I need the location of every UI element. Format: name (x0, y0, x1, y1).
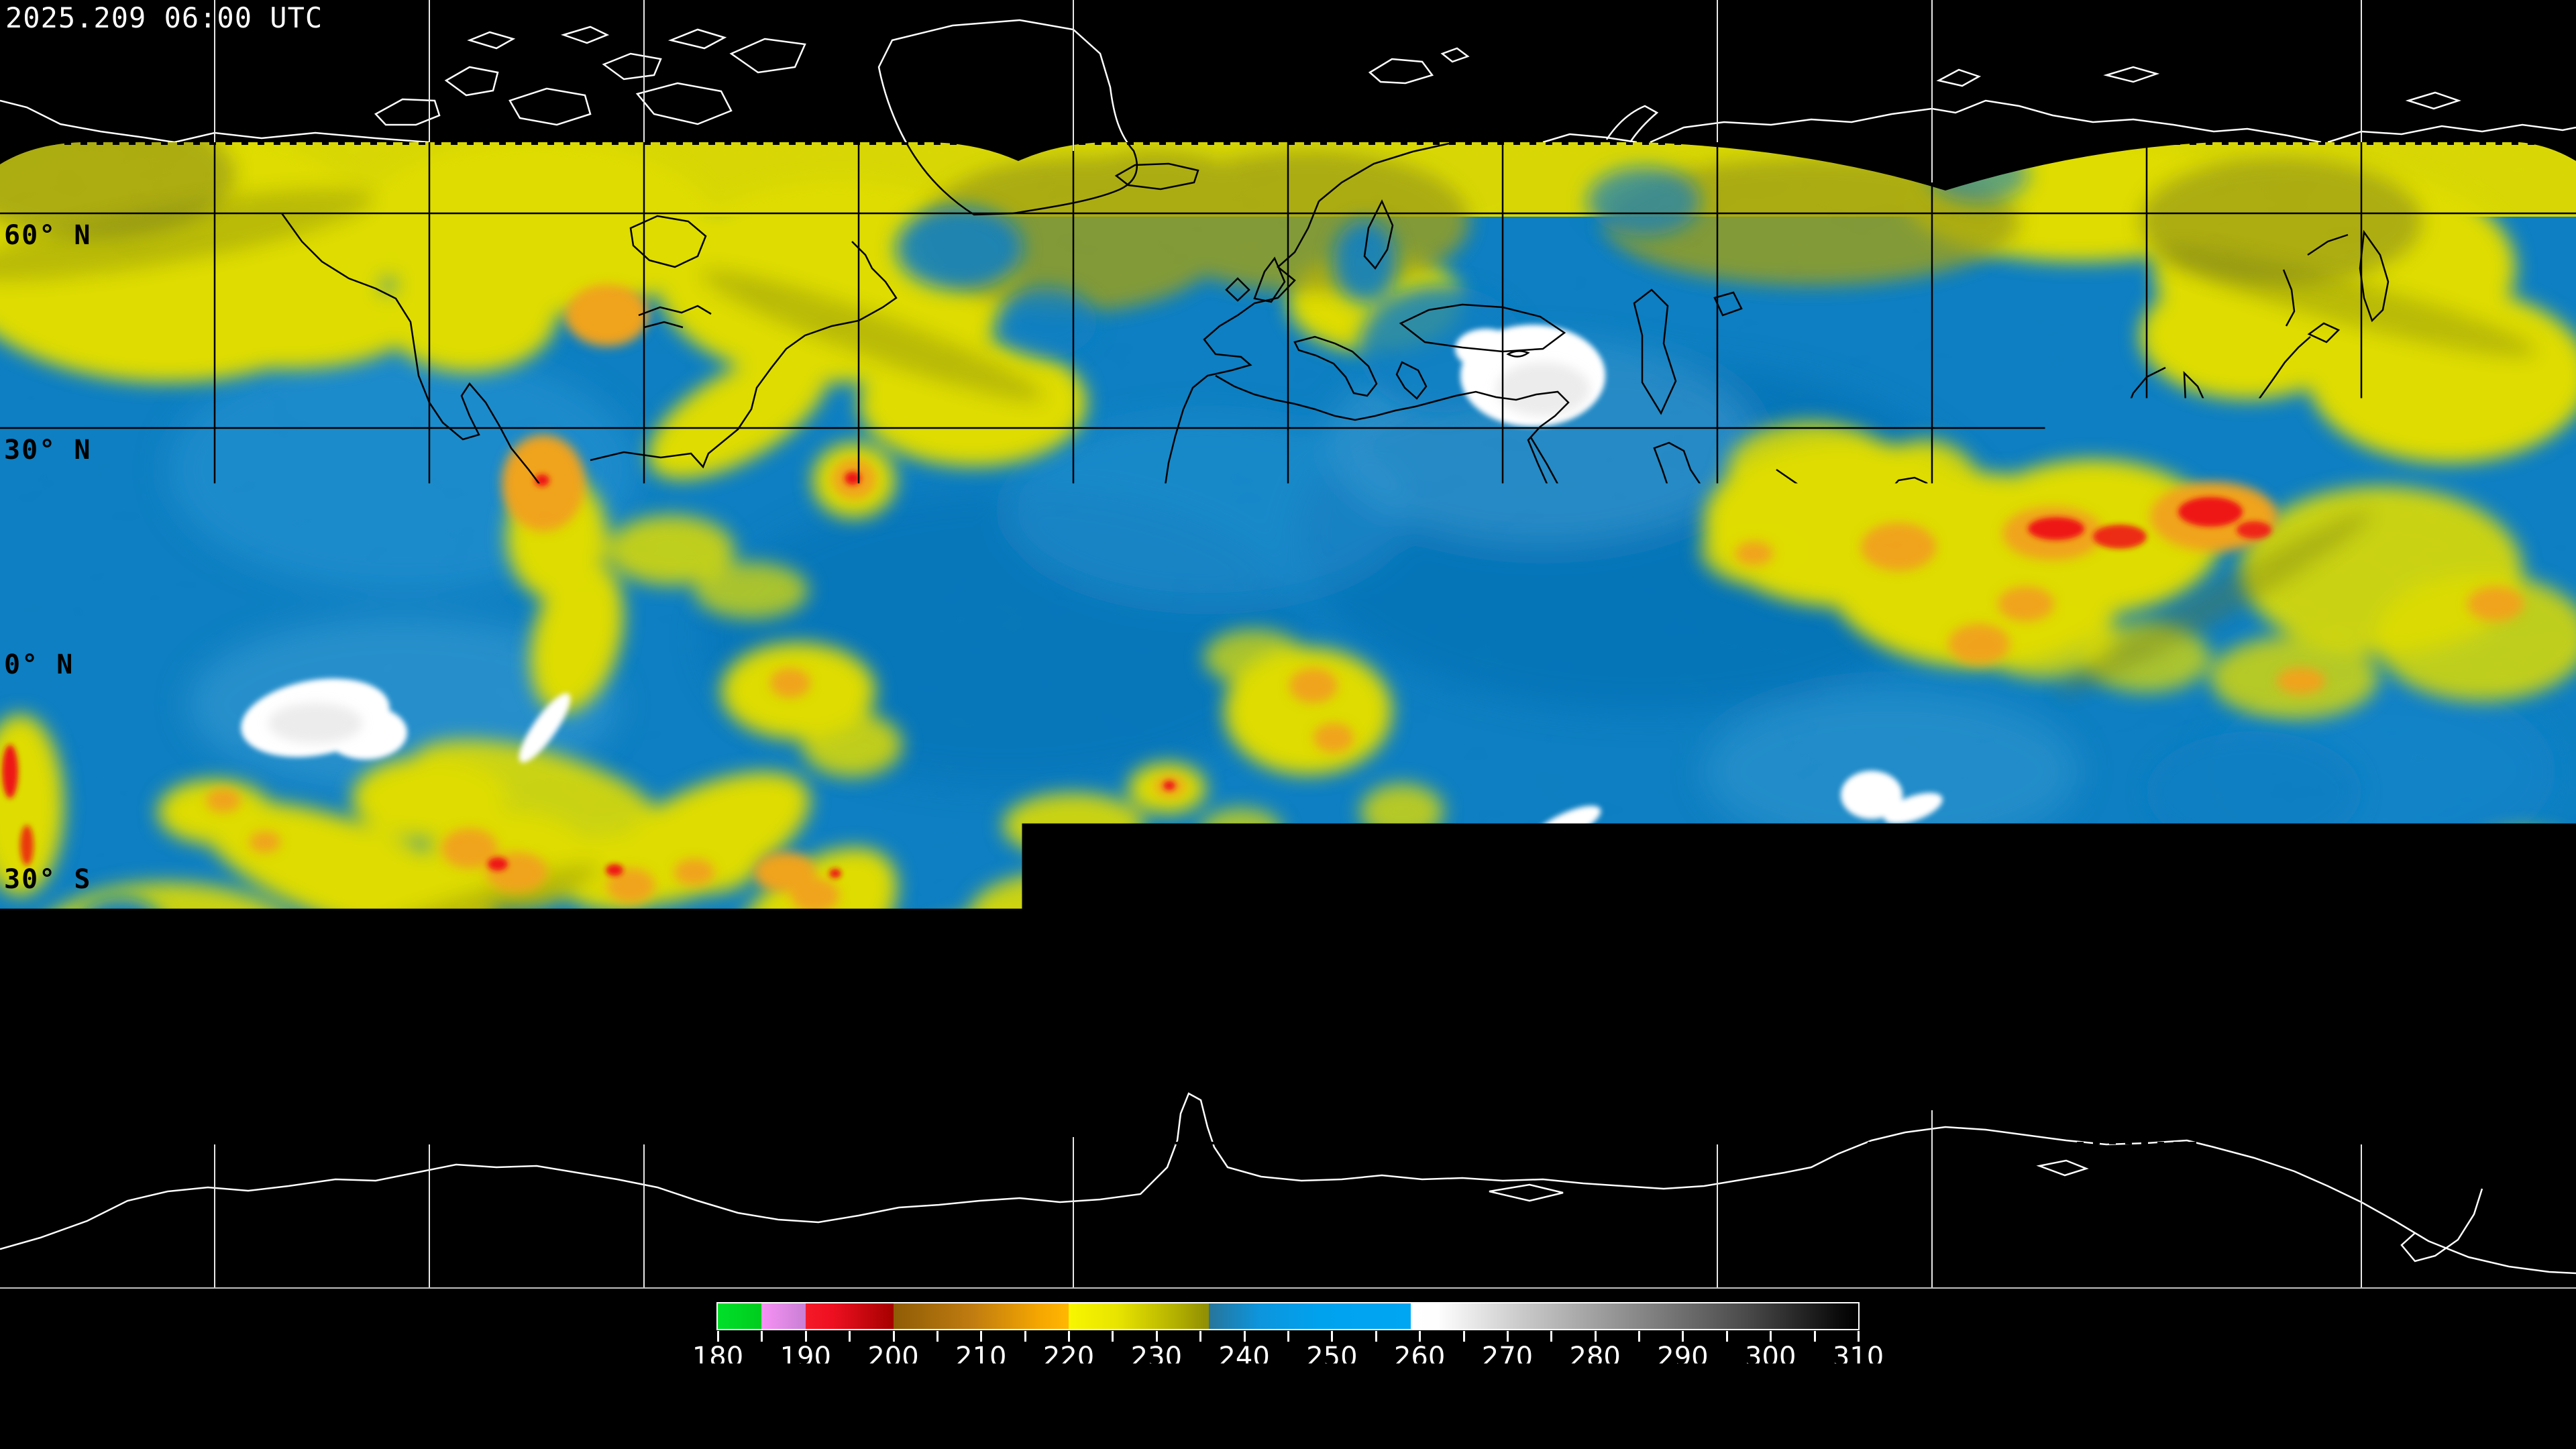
colorbar-tick-label-180: 180 (692, 1342, 743, 1373)
colorbar-tick-225 (1112, 1331, 1114, 1342)
colorbar-gradient-bar (716, 1302, 1860, 1330)
colorbar-segment-236-259 (1209, 1303, 1411, 1329)
colorbar-tick-label-210: 210 (955, 1342, 1006, 1373)
colorbar-tick-label-230: 230 (1131, 1342, 1182, 1373)
colorbar: 180 190 200 210 220 230 240 250 260 270 280 290 300 3… (0, 0, 2576, 1449)
colorbar-segment-190-200 (806, 1303, 894, 1329)
colorbar-tick-label-290: 290 (1657, 1342, 1708, 1373)
colorbar-tick-310 (1858, 1331, 1860, 1342)
colorbar-tick-210 (980, 1331, 982, 1342)
colorbar-tick-270 (1507, 1331, 1509, 1342)
colorbar-tick-label-260: 260 (1394, 1342, 1445, 1373)
colorbar-segment-259-310 (1411, 1303, 1858, 1329)
colorbar-tick-260 (1419, 1331, 1421, 1342)
colorbar-tick-195 (849, 1331, 851, 1342)
colorbar-tick-180 (717, 1331, 719, 1342)
colorbar-tick-240 (1244, 1331, 1246, 1342)
colorbar-tick-label-300: 300 (1745, 1342, 1796, 1373)
colorbar-segment-200-220 (894, 1303, 1069, 1329)
colorbar-tick-label-280: 280 (1570, 1342, 1621, 1373)
colorbar-tick-label-220: 220 (1043, 1342, 1094, 1373)
colorbar-tick-245 (1287, 1331, 1289, 1342)
colorbar-tick-200 (893, 1331, 895, 1342)
colorbar-segment-185-190 (761, 1303, 805, 1329)
colorbar-tick-265 (1463, 1331, 1465, 1342)
colorbar-tick-250 (1331, 1331, 1333, 1342)
colorbar-tick-280 (1595, 1331, 1597, 1342)
colorbar-tick-305 (1814, 1331, 1816, 1342)
colorbar-tick-205 (936, 1331, 938, 1342)
colorbar-tick-label-200: 200 (867, 1342, 918, 1373)
colorbar-tick-275 (1550, 1331, 1552, 1342)
colorbar-tick-290 (1682, 1331, 1684, 1342)
colorbar-tick-185 (761, 1331, 763, 1342)
colorbar-tick-235 (1199, 1331, 1201, 1342)
colorbar-segment-180-185 (718, 1303, 761, 1329)
colorbar-tick-label-270: 270 (1482, 1342, 1533, 1373)
satellite-product-view: 2025.209 06:00 UTC 60° N 30° N 0° N 30° … (0, 0, 2576, 1449)
colorbar-segment-220-236 (1069, 1303, 1209, 1329)
colorbar-tick-215 (1024, 1331, 1026, 1342)
colorbar-tick-label-190: 190 (780, 1342, 831, 1373)
colorbar-tick-label-250: 250 (1306, 1342, 1357, 1373)
colorbar-tick-295 (1726, 1331, 1728, 1342)
colorbar-tick-220 (1068, 1331, 1070, 1342)
colorbar-tick-230 (1156, 1331, 1158, 1342)
colorbar-tick-300 (1770, 1331, 1772, 1342)
colorbar-tick-label-240: 240 (1218, 1342, 1269, 1373)
colorbar-tick-label-310: 310 (1833, 1342, 1884, 1373)
colorbar-caption: Brightness Temperature in 6.75um, Kelvin (951, 1386, 1624, 1417)
colorbar-tick-190 (805, 1331, 807, 1342)
colorbar-tick-285 (1638, 1331, 1640, 1342)
colorbar-tick-255 (1375, 1331, 1377, 1342)
